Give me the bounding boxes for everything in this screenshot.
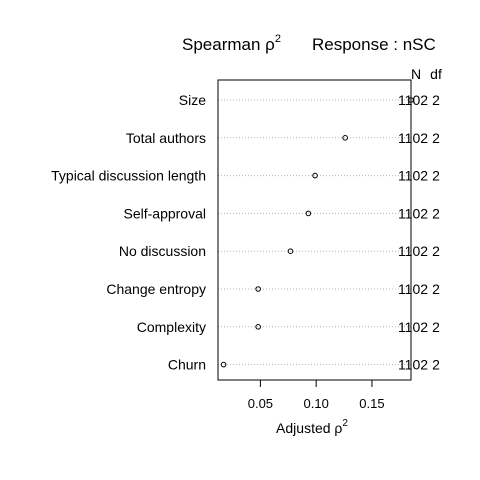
data-point (255, 324, 261, 330)
row-label: Complexity (137, 319, 206, 335)
row-df: 2 (432, 92, 440, 108)
row-n: 1102 (398, 357, 428, 373)
x-axis-label: Adjusted ρ2 (276, 418, 348, 436)
x-axis-label-sup: 2 (342, 418, 348, 429)
row-n: 1102 (398, 205, 428, 221)
row-n: 1102 (398, 243, 428, 259)
row-label: No discussion (119, 243, 206, 259)
row-df: 2 (432, 281, 440, 297)
row-n: 1102 (398, 281, 428, 297)
row-df: 2 (432, 205, 440, 221)
row-df: 2 (432, 357, 440, 373)
row-n: 1102 (398, 130, 428, 146)
col-header-n: N (411, 66, 421, 82)
chart-title-left: Spearman ρ2 (182, 33, 281, 54)
row-label: Typical discussion length (51, 168, 206, 184)
x-tick-label: 0.05 (248, 396, 273, 411)
row-labels: Size Total authors Typical discussion leng… (51, 92, 206, 373)
row-n: 1102 (398, 319, 428, 335)
row-df: 2 (432, 168, 440, 184)
chart-title-right: Response : nSC (312, 35, 436, 54)
row-label: Size (179, 92, 206, 108)
title-left-text: Spearman ρ (182, 35, 275, 54)
x-axis: 0.05 0.10 0.15 (248, 379, 385, 411)
x-axis-label-text: Adjusted ρ (276, 420, 342, 436)
row-label: Total authors (126, 130, 206, 146)
row-label: Churn (168, 357, 206, 373)
row-n: 1102 (398, 168, 428, 184)
row-n: 1102 (398, 92, 428, 108)
row-label: Change entropy (106, 281, 206, 297)
data-point (305, 210, 312, 217)
x-tick-label: 0.10 (304, 396, 329, 411)
row-df: 2 (432, 243, 440, 259)
data-points (220, 97, 414, 368)
data-point (312, 172, 318, 179)
row-df: 2 (432, 130, 440, 146)
data-point (342, 135, 348, 141)
x-tick-label: 0.15 (359, 396, 384, 411)
data-point (255, 286, 261, 292)
plot-frame (217, 79, 412, 381)
grid-lines (218, 99, 411, 366)
row-label: Self-approval (124, 205, 207, 221)
data-point (220, 361, 227, 368)
title-left-sup: 2 (275, 33, 281, 45)
data-point (287, 248, 294, 254)
col-header-df: df (430, 66, 442, 82)
row-df: 2 (432, 319, 440, 335)
